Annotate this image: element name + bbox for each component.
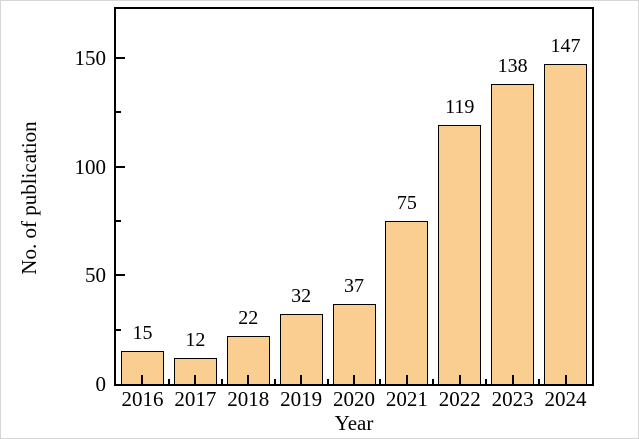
x-axis-minor-tick bbox=[220, 379, 223, 384]
bar-2021 bbox=[385, 220, 429, 384]
y-axis-major-tick-150 bbox=[116, 56, 125, 59]
y-axis-tick-label-0: 0 bbox=[95, 372, 107, 396]
y-axis-major-tick-100 bbox=[116, 165, 125, 168]
x-axis-major-tick-2022 bbox=[458, 375, 461, 384]
x-axis-minor-tick bbox=[538, 379, 541, 384]
x-axis-major-tick-2016 bbox=[141, 375, 144, 384]
x-axis-minor-tick bbox=[485, 379, 488, 384]
y-axis-major-tick-50 bbox=[116, 274, 125, 277]
x-axis-tick-label-2021: 2021 bbox=[385, 387, 428, 411]
x-axis-minor-tick bbox=[379, 379, 382, 384]
x-axis-tick-label-2023: 2023 bbox=[491, 387, 534, 411]
bar-value-label-2018: 22 bbox=[238, 307, 259, 330]
x-axis-major-tick-2024 bbox=[564, 375, 567, 384]
bar-value-label-2016: 15 bbox=[132, 322, 153, 345]
x-axis-minor-tick bbox=[432, 379, 435, 384]
y-axis-minor-tick-75 bbox=[116, 219, 121, 222]
bar-value-label-2021: 75 bbox=[396, 191, 417, 214]
y-axis-title: No. of publication bbox=[17, 121, 41, 275]
bar-value-label-2020: 37 bbox=[344, 274, 364, 297]
x-axis-minor-tick bbox=[167, 379, 170, 384]
x-axis-tick-label-2022: 2022 bbox=[438, 387, 481, 411]
bar-2023 bbox=[491, 84, 535, 384]
y-axis-tick-label-50: 50 bbox=[85, 263, 106, 288]
x-axis-tick-label-2019: 2019 bbox=[280, 387, 323, 411]
x-axis-tick-label-2018: 2018 bbox=[227, 387, 270, 411]
bar-2020 bbox=[332, 303, 376, 384]
x-axis-minor-tick bbox=[273, 379, 276, 384]
x-axis-major-tick-2017 bbox=[194, 375, 197, 384]
x-axis-minor-tick bbox=[326, 379, 329, 384]
x-axis-major-tick-2020 bbox=[353, 375, 355, 384]
y-axis-minor-tick-25 bbox=[116, 328, 121, 331]
x-axis-tick-label-2016: 2016 bbox=[121, 387, 164, 411]
y-axis-tick-label-100: 100 bbox=[74, 154, 107, 179]
y-axis-minor-tick-125 bbox=[116, 111, 121, 114]
x-axis-tick-label-2024: 2024 bbox=[544, 387, 587, 411]
bar-2022 bbox=[438, 125, 482, 384]
x-axis-major-tick-2018 bbox=[247, 375, 250, 384]
bar-2019 bbox=[279, 314, 323, 384]
bar-value-label-2019: 32 bbox=[291, 285, 312, 308]
x-axis-tick-label-2020: 2020 bbox=[333, 387, 375, 411]
bar-value-label-2023: 138 bbox=[497, 55, 528, 77]
x-axis-title: Year bbox=[334, 411, 374, 435]
bar-2024 bbox=[544, 64, 588, 384]
x-axis-major-tick-2021 bbox=[405, 375, 408, 384]
bar-value-label-2022: 119 bbox=[445, 96, 475, 119]
bar-value-label-2024: 147 bbox=[550, 35, 581, 58]
bar-2017 bbox=[173, 357, 217, 384]
bar-value-label-2017: 12 bbox=[185, 328, 206, 351]
x-axis-tick-label-2017: 2017 bbox=[174, 387, 217, 411]
y-axis-tick-label-150: 150 bbox=[74, 45, 107, 70]
x-axis-major-tick-2019 bbox=[300, 375, 303, 384]
x-axis-major-tick-2023 bbox=[511, 375, 514, 384]
plot-area: 15 12 22 32 37 75 119 138 147 bbox=[114, 7, 594, 386]
